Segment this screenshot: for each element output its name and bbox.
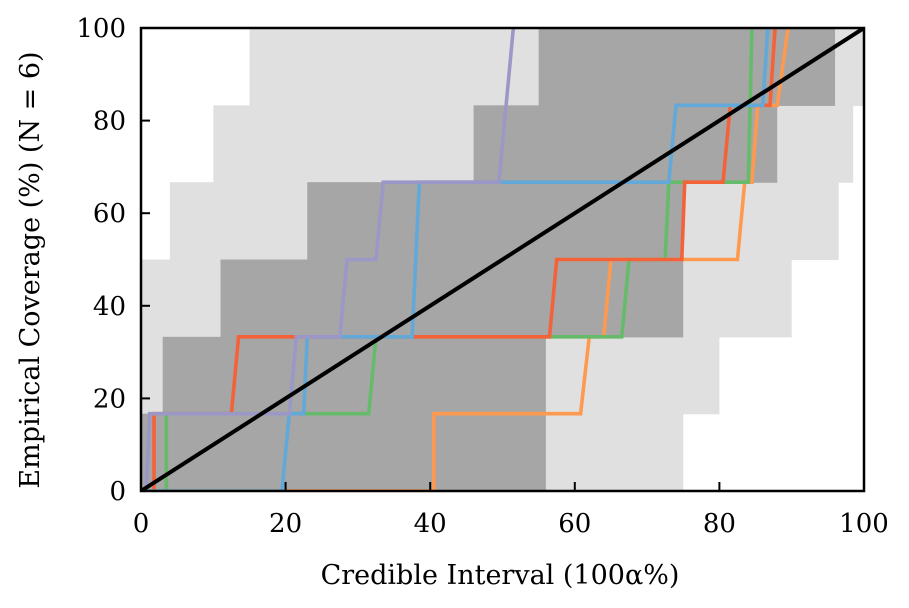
x-tick-0: 0 bbox=[133, 509, 150, 539]
x-tick-20: 20 bbox=[269, 509, 302, 539]
band-1-step-0-2 bbox=[220, 259, 684, 338]
y-tick-100: 100 bbox=[76, 14, 126, 44]
y-tick-60: 60 bbox=[93, 199, 126, 229]
y-axis-title: Empirical Coverage (%) (N = 6) bbox=[15, 51, 46, 488]
band-1-step-0-0 bbox=[141, 413, 546, 491]
band-1-step-0-1 bbox=[162, 336, 546, 415]
x-axis-title: Credible Interval (100α%) bbox=[321, 560, 680, 591]
band-1-step-0-4 bbox=[473, 105, 778, 183]
coverage-series bbox=[141, 28, 864, 491]
x-tick-40: 40 bbox=[414, 509, 447, 539]
coverage-line-5 bbox=[141, 28, 516, 491]
y-tick-80: 80 bbox=[93, 107, 126, 137]
x-tick-100: 100 bbox=[839, 509, 889, 539]
y-tick-20: 20 bbox=[93, 384, 126, 414]
y-tick-40: 40 bbox=[93, 292, 126, 322]
plot-frame bbox=[139, 26, 866, 493]
band-1-step-0-5 bbox=[538, 28, 836, 106]
reference-diagonal-line bbox=[141, 28, 864, 491]
x-tick-80: 80 bbox=[703, 509, 736, 539]
axis-ticks bbox=[140, 27, 865, 492]
coverage-line-4 bbox=[141, 28, 770, 491]
band-1-step-0-3 bbox=[307, 182, 684, 261]
x-tick-60: 60 bbox=[558, 509, 591, 539]
y-tick-0: 0 bbox=[109, 477, 126, 507]
